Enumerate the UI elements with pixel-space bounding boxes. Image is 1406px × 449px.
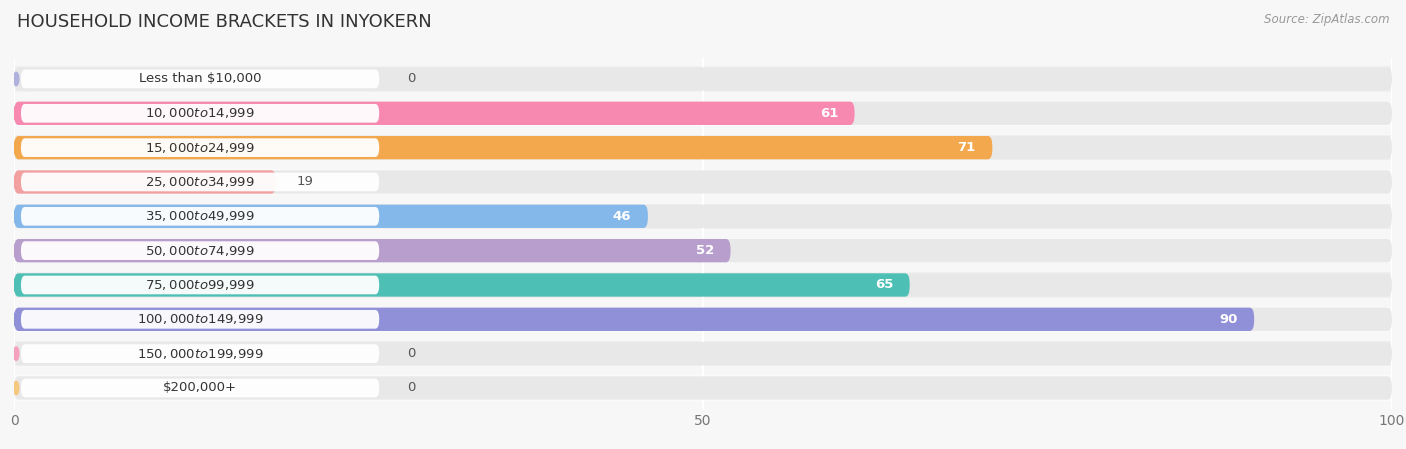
Text: 0: 0: [406, 72, 415, 85]
Text: Source: ZipAtlas.com: Source: ZipAtlas.com: [1264, 13, 1389, 26]
FancyBboxPatch shape: [14, 170, 276, 194]
Text: 52: 52: [696, 244, 714, 257]
FancyBboxPatch shape: [14, 375, 1392, 401]
FancyBboxPatch shape: [21, 276, 380, 295]
FancyBboxPatch shape: [14, 169, 1392, 194]
FancyBboxPatch shape: [21, 207, 380, 226]
Text: 61: 61: [820, 107, 838, 120]
FancyBboxPatch shape: [21, 138, 380, 157]
FancyBboxPatch shape: [14, 273, 910, 297]
FancyBboxPatch shape: [14, 239, 1392, 262]
FancyBboxPatch shape: [21, 310, 380, 329]
Circle shape: [14, 210, 18, 223]
FancyBboxPatch shape: [14, 101, 1392, 126]
Text: $15,000 to $24,999: $15,000 to $24,999: [145, 141, 254, 154]
Text: $150,000 to $199,999: $150,000 to $199,999: [136, 347, 263, 361]
Text: HOUSEHOLD INCOME BRACKETS IN INYOKERN: HOUSEHOLD INCOME BRACKETS IN INYOKERN: [17, 13, 432, 31]
FancyBboxPatch shape: [21, 172, 380, 191]
Text: 46: 46: [613, 210, 631, 223]
FancyBboxPatch shape: [14, 136, 1392, 159]
Text: $50,000 to $74,999: $50,000 to $74,999: [145, 244, 254, 258]
FancyBboxPatch shape: [14, 205, 648, 228]
Text: $10,000 to $14,999: $10,000 to $14,999: [145, 106, 254, 120]
Text: $25,000 to $34,999: $25,000 to $34,999: [145, 175, 254, 189]
FancyBboxPatch shape: [21, 70, 380, 88]
FancyBboxPatch shape: [14, 273, 1392, 297]
Text: 0: 0: [406, 382, 415, 395]
FancyBboxPatch shape: [21, 379, 380, 397]
Text: $100,000 to $149,999: $100,000 to $149,999: [136, 313, 263, 326]
Text: $200,000+: $200,000+: [163, 382, 238, 395]
FancyBboxPatch shape: [14, 308, 1392, 331]
FancyBboxPatch shape: [14, 342, 1392, 365]
FancyBboxPatch shape: [14, 66, 1392, 92]
Circle shape: [14, 313, 18, 326]
FancyBboxPatch shape: [14, 238, 1392, 263]
Circle shape: [14, 107, 18, 120]
FancyBboxPatch shape: [14, 67, 1392, 91]
FancyBboxPatch shape: [21, 104, 380, 123]
Text: $75,000 to $99,999: $75,000 to $99,999: [145, 278, 254, 292]
FancyBboxPatch shape: [14, 136, 993, 159]
FancyBboxPatch shape: [14, 273, 1392, 298]
FancyBboxPatch shape: [21, 241, 380, 260]
Text: $35,000 to $49,999: $35,000 to $49,999: [145, 209, 254, 223]
FancyBboxPatch shape: [21, 344, 380, 363]
FancyBboxPatch shape: [14, 341, 1392, 366]
Circle shape: [14, 347, 18, 360]
Text: 65: 65: [875, 278, 893, 291]
Text: 90: 90: [1219, 313, 1237, 326]
FancyBboxPatch shape: [14, 204, 1392, 229]
FancyBboxPatch shape: [14, 101, 855, 125]
FancyBboxPatch shape: [14, 308, 1254, 331]
FancyBboxPatch shape: [14, 376, 1392, 400]
Text: Less than $10,000: Less than $10,000: [139, 72, 262, 85]
Text: 0: 0: [406, 347, 415, 360]
FancyBboxPatch shape: [14, 307, 1392, 332]
Circle shape: [14, 278, 18, 292]
Circle shape: [14, 141, 18, 154]
FancyBboxPatch shape: [14, 101, 1392, 125]
FancyBboxPatch shape: [14, 135, 1392, 160]
FancyBboxPatch shape: [14, 239, 731, 262]
Text: 71: 71: [957, 141, 976, 154]
Circle shape: [14, 72, 18, 86]
FancyBboxPatch shape: [14, 170, 1392, 194]
Circle shape: [14, 244, 18, 257]
FancyBboxPatch shape: [14, 205, 1392, 228]
Circle shape: [14, 381, 18, 395]
Circle shape: [14, 175, 18, 189]
Text: 19: 19: [297, 176, 314, 189]
